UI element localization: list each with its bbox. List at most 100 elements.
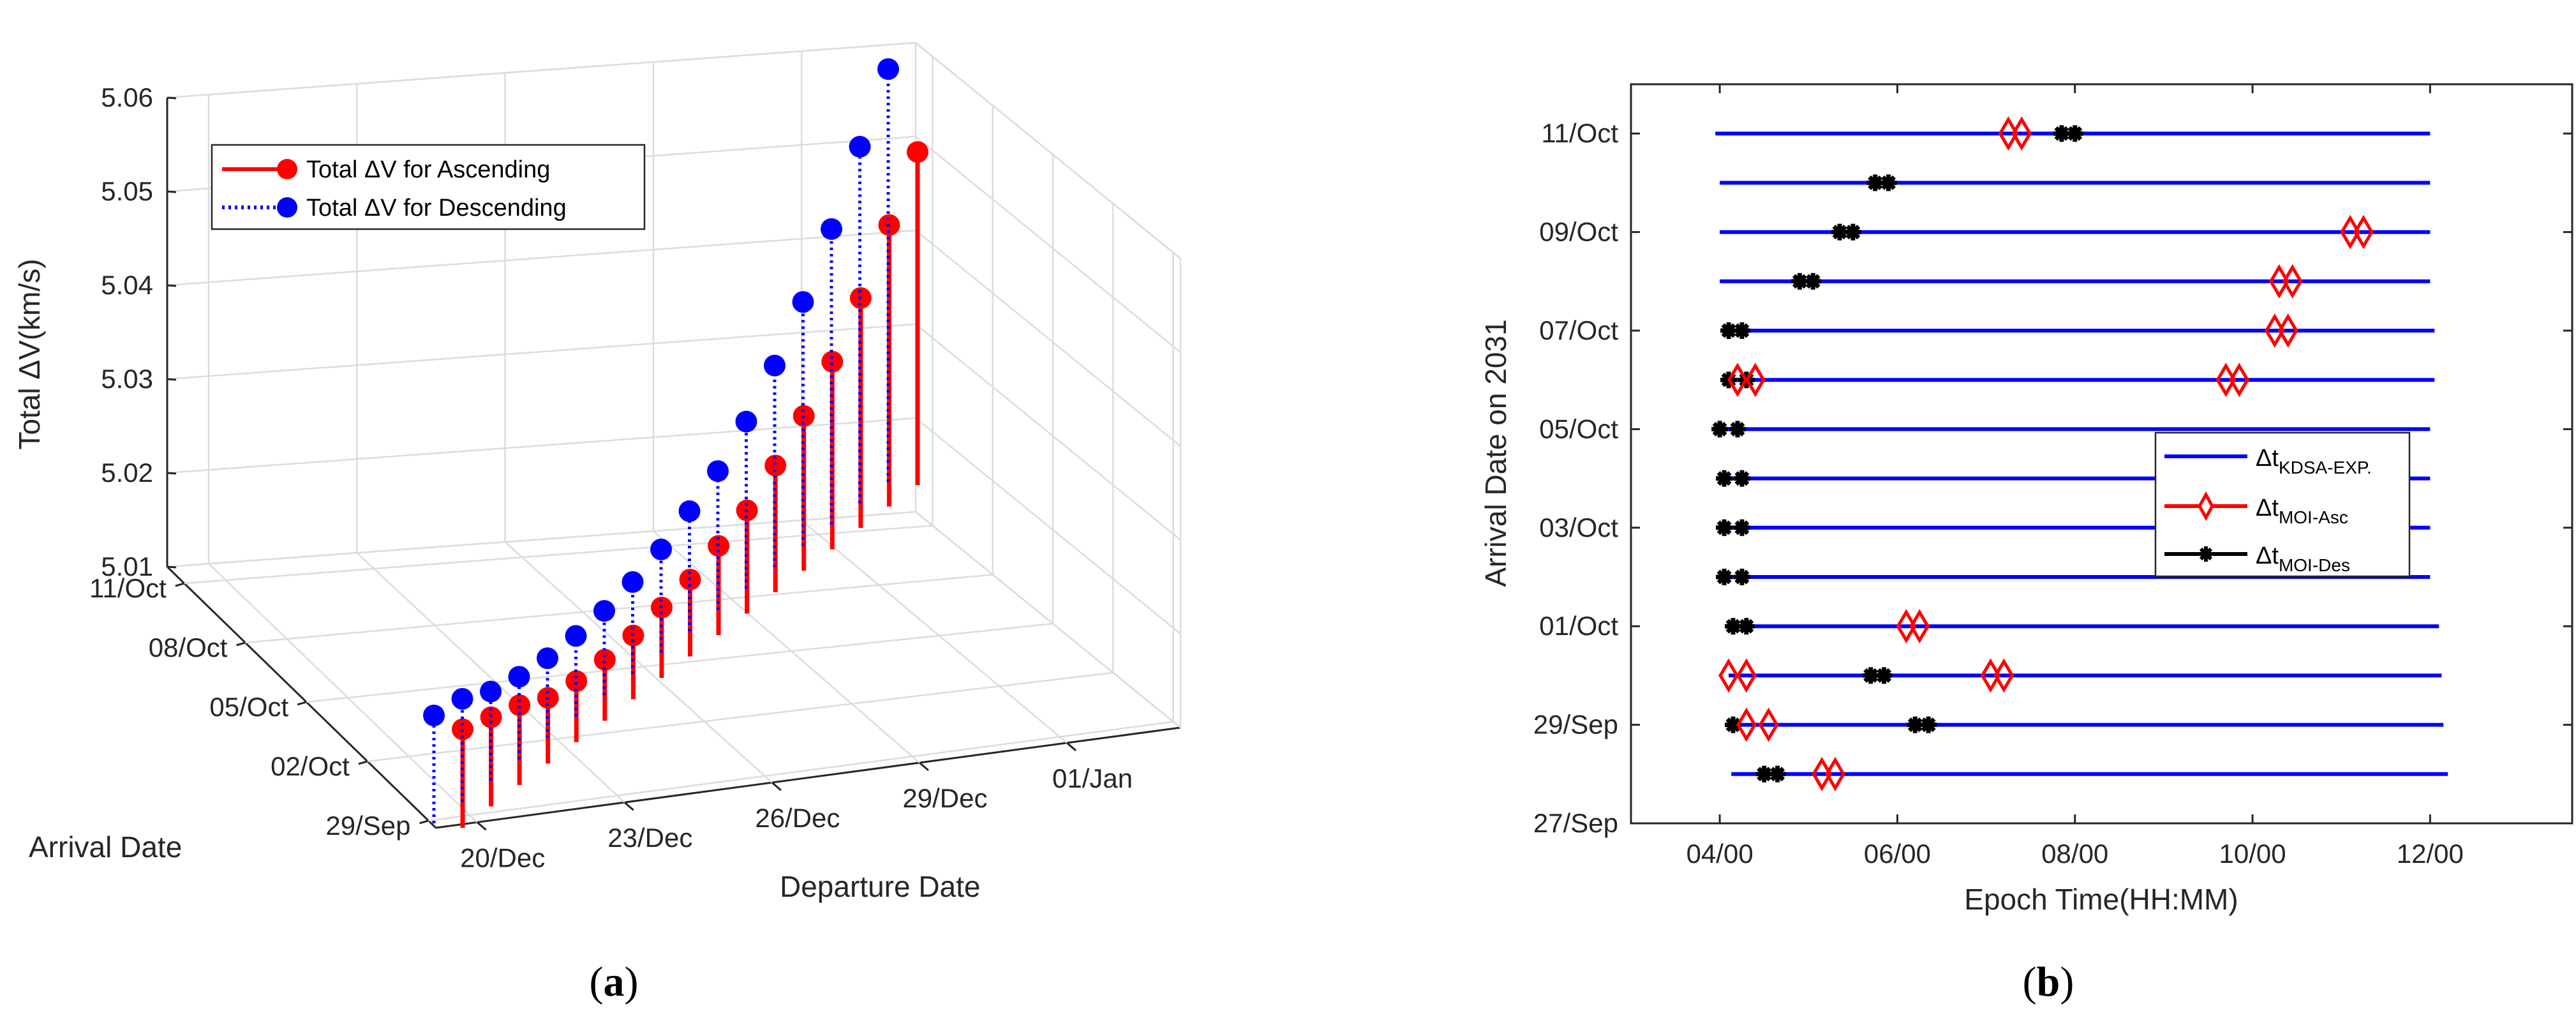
x-tick-mark (623, 802, 634, 811)
descending-marker (792, 291, 814, 313)
descending-marker (451, 687, 473, 710)
descending-marker (423, 704, 445, 726)
moi-asc-marker (2282, 264, 2303, 299)
y-tick-mark (419, 820, 429, 825)
y-tick-mark (175, 582, 185, 587)
y-tick-mark (358, 760, 368, 765)
moi-asc-marker (2011, 116, 2032, 151)
x-gridline-floor (504, 541, 773, 784)
z-gridline-right (915, 324, 1181, 541)
moi-asc-marker (1825, 756, 1845, 791)
z-tick-label: 5.05 (101, 176, 153, 206)
y-tick-label: 11/Oct (89, 573, 167, 603)
moi-des-marker (1875, 667, 1893, 684)
moi-asc-marker (2353, 214, 2374, 250)
z-tick-label: 5.01 (101, 551, 153, 581)
moi-des-marker (2066, 125, 2083, 142)
moi-des-marker (1733, 519, 1750, 536)
y-gridline-floor (428, 721, 1173, 822)
panel-a-ticks: 5.01 5.02 5.03 5.04 5.05 5.06 20/Dec 23/Dec 26/D… (89, 82, 1133, 872)
x-gridline-floor (653, 530, 920, 763)
x-gridline-floor (801, 520, 1068, 744)
panel-b-axes-frame (1630, 83, 2573, 825)
moi-des-marker (1720, 322, 1738, 339)
legend-label-descending: Total ΔV for Descending (306, 195, 567, 221)
z-tick-label: 5.04 (101, 270, 153, 300)
legend-label-moi-des: ΔtMOI-Des (2256, 543, 2350, 575)
descending-marker (849, 135, 871, 158)
panel-a-zlabel: Total ΔV(km/s) (13, 258, 46, 449)
moi-des-marker (1907, 716, 1924, 733)
x-tick-label: 06/00 (1864, 839, 1931, 869)
z-tick-mark (167, 378, 177, 381)
panel-a-legend: Total ΔV for Ascending Total ΔV for Desc… (211, 144, 646, 230)
z-gridline-back (167, 511, 916, 568)
z-tick-mark (167, 190, 177, 193)
x-tick-label: 20/Dec (460, 842, 545, 872)
y-tick-label: 05/Oct (1539, 414, 1618, 444)
moi-asc-marker (1980, 658, 2001, 693)
moi-des-marker (1791, 273, 1808, 290)
moi-des-marker (1880, 174, 1897, 191)
moi-asc-marker (2277, 313, 2298, 348)
y-gridline-floor (184, 525, 933, 585)
descending-marker (678, 500, 701, 522)
x-tick-mark (918, 761, 929, 772)
panel-b-ticks: 04/00 06/00 08/00 10/00 12/00 27/Sep 29/Sep 01/… (1533, 84, 2572, 869)
legend-marker-moi-des (2198, 546, 2214, 562)
moi-asc-marker (1736, 707, 1757, 742)
ascending-marker (764, 454, 787, 477)
legend-label-moi-asc: ΔtMOI-Asc (2256, 495, 2348, 527)
y-tick-label: 29/Sep (325, 811, 410, 841)
x-tick-label: 26/Dec (755, 803, 840, 833)
z-gridline-right (915, 230, 1181, 447)
moi-asc-marker (1718, 658, 1739, 693)
moi-des-marker (1733, 322, 1750, 339)
x-tick-mark (476, 821, 487, 831)
y-tick-label: 27/Sep (1533, 808, 1618, 838)
moi-des-marker (1729, 421, 1746, 438)
moi-asc-marker (1758, 707, 1779, 742)
z-tick-label: 5.03 (101, 364, 153, 394)
z-gridline-back (167, 41, 916, 99)
x-gridline-floor (356, 552, 625, 804)
moi-des-marker (1866, 174, 1884, 191)
descending-marker (650, 538, 672, 560)
x-tick-label: 29/Dec (902, 783, 987, 813)
z-gridline-right (915, 42, 1181, 259)
panel-b-timeline-chart: 04/00 06/00 08/00 10/00 12/00 27/Sep 29/Sep 01/… (1479, 83, 2573, 916)
moi-des-marker (1862, 667, 1879, 684)
descending-marker (764, 354, 785, 377)
panel-a-stems (423, 58, 928, 828)
moi-des-marker (1733, 470, 1750, 487)
ascending-marker (480, 706, 502, 728)
z-tick-label: 5.02 (101, 458, 153, 488)
y-tick-label: 08/Oct (149, 633, 228, 662)
panel-b-xlabel: Epoch Time(HH:MM) (1964, 883, 2238, 916)
moi-des-marker (1920, 716, 1937, 733)
z-gridline-right (915, 511, 1181, 728)
moi-des-marker (1711, 421, 1729, 438)
moi-des-marker (1716, 470, 1733, 487)
z-gridline-back (167, 417, 916, 474)
moi-des-marker (1844, 223, 1861, 241)
z-tick-mark (167, 472, 177, 475)
moi-asc-marker (1727, 363, 1748, 398)
x-tick-label: 01/Jan (1052, 763, 1133, 793)
y-tick-label: 01/Oct (1539, 611, 1618, 641)
descending-marker (537, 647, 558, 670)
x-gridline-floor (208, 563, 478, 823)
y-tick-label: 02/Oct (271, 751, 350, 781)
moi-asc-marker (1745, 363, 1766, 398)
descending-marker (877, 58, 899, 80)
moi-des-marker (1831, 223, 1848, 241)
ascending-marker (821, 350, 844, 373)
y-gridline-floor (245, 574, 993, 644)
legend-label-ascending: Total ΔV for Ascending (306, 156, 550, 183)
moi-asc-marker (1998, 116, 2019, 151)
y-tick-label: 07/Oct (1539, 315, 1618, 345)
moi-des-marker (1738, 618, 1755, 635)
x-tick-label: 10/00 (2219, 839, 2286, 869)
descending-marker (508, 666, 530, 688)
